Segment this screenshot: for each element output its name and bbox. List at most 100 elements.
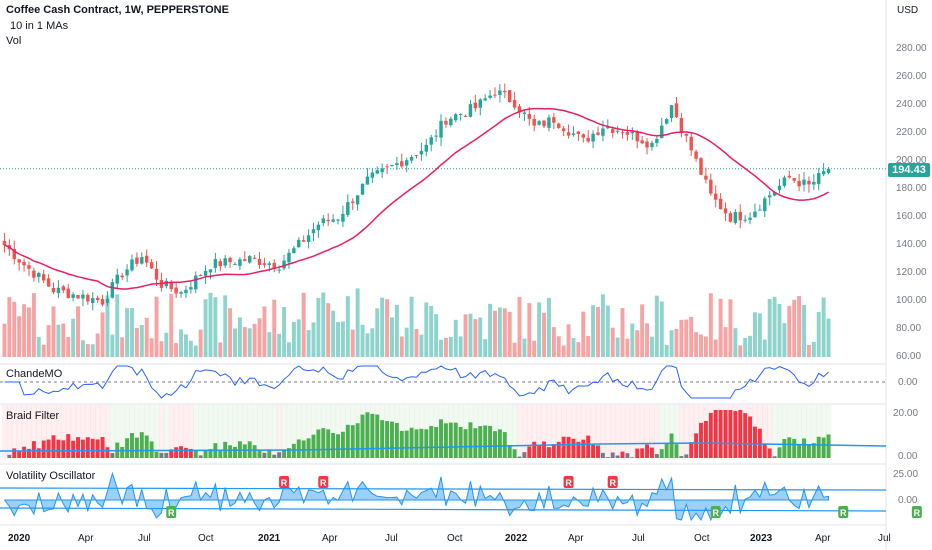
volume-indicator-label[interactable]: Vol bbox=[6, 35, 22, 47]
candle-body bbox=[434, 135, 438, 137]
volume-bar bbox=[31, 293, 36, 357]
braid-background bbox=[507, 405, 513, 458]
volume-bar bbox=[610, 327, 615, 357]
braid-background bbox=[286, 405, 292, 458]
volume-bar bbox=[679, 319, 684, 357]
volume-bar bbox=[551, 327, 556, 357]
volume-bar bbox=[85, 344, 90, 357]
braid-background bbox=[521, 405, 528, 458]
braid-bar bbox=[85, 437, 90, 458]
volume-bar bbox=[699, 334, 703, 357]
volume-bar bbox=[203, 299, 208, 357]
volume-bar bbox=[90, 344, 95, 357]
candle-body bbox=[243, 259, 247, 261]
volume-bar bbox=[76, 306, 80, 357]
braid-background bbox=[129, 405, 135, 458]
braid-bar bbox=[743, 413, 748, 458]
braid-bar bbox=[139, 432, 144, 458]
volume-bar bbox=[488, 303, 493, 357]
candle-body bbox=[37, 272, 41, 278]
volume-bar bbox=[483, 339, 488, 357]
volosc-pane-title[interactable]: Volatility Oscillator bbox=[6, 470, 96, 482]
candle-body bbox=[12, 249, 16, 260]
braid-pane-title[interactable]: Braid Filter bbox=[6, 410, 60, 422]
braid-background bbox=[85, 405, 91, 458]
candle-body bbox=[655, 139, 659, 143]
volume-bar bbox=[748, 335, 753, 357]
volume-bar bbox=[36, 336, 41, 357]
candle-body bbox=[95, 297, 100, 301]
braid-bar bbox=[723, 410, 728, 458]
braid-bar bbox=[51, 435, 56, 458]
volume-bar bbox=[71, 318, 76, 357]
candle-body bbox=[228, 257, 232, 263]
candle-body bbox=[753, 211, 757, 218]
candle-body bbox=[71, 294, 75, 298]
volume-bar bbox=[2, 323, 7, 357]
braid-bar bbox=[566, 436, 571, 458]
braid-bar bbox=[252, 445, 257, 458]
volume-bar bbox=[301, 292, 306, 357]
braid-bar bbox=[708, 412, 713, 458]
ma-indicator-label[interactable]: 10 in 1 MAs bbox=[10, 20, 69, 32]
braid-background bbox=[615, 405, 621, 458]
braid-background bbox=[517, 405, 523, 458]
volume-bar bbox=[453, 319, 458, 357]
candle-body bbox=[56, 287, 61, 294]
braid-bar bbox=[669, 433, 674, 458]
volume-bar bbox=[473, 319, 478, 357]
candle-body bbox=[738, 211, 742, 221]
candle-body bbox=[419, 150, 424, 155]
braid-bar bbox=[448, 422, 453, 458]
chande-pane-title[interactable]: ChandeMO bbox=[6, 368, 63, 380]
braid-bar bbox=[282, 450, 287, 458]
volume-bar bbox=[17, 316, 22, 357]
candle-body bbox=[797, 180, 801, 187]
time-axis-label: Apr bbox=[568, 533, 584, 544]
braid-bar bbox=[350, 425, 355, 458]
candle-body bbox=[826, 168, 831, 173]
volume-bar bbox=[708, 293, 713, 357]
candle-body bbox=[341, 213, 345, 222]
braid-background bbox=[311, 405, 317, 458]
candle-body bbox=[782, 177, 787, 186]
volume-bar bbox=[355, 288, 360, 357]
candle-body bbox=[596, 132, 600, 135]
candle-body bbox=[91, 298, 95, 304]
braid-background bbox=[90, 405, 96, 458]
braid-bar bbox=[473, 428, 478, 458]
volume-bar bbox=[22, 304, 27, 357]
volume-bar bbox=[41, 344, 46, 357]
braid-bar bbox=[257, 450, 262, 458]
braid-background bbox=[242, 405, 248, 458]
volume-bar bbox=[340, 321, 345, 357]
currency-label: USD bbox=[897, 5, 919, 16]
braid-bar bbox=[71, 440, 76, 458]
candle-body bbox=[400, 161, 404, 167]
braid-background bbox=[75, 405, 81, 458]
volume-bar bbox=[703, 336, 708, 357]
volume-bar bbox=[154, 296, 159, 357]
braid-bar bbox=[493, 431, 497, 458]
braid-bar bbox=[576, 441, 581, 458]
volume-bar bbox=[718, 298, 723, 357]
braid-background bbox=[610, 405, 616, 458]
volume-bar bbox=[120, 337, 125, 357]
volume-bar bbox=[620, 308, 625, 357]
braid-background bbox=[257, 405, 263, 458]
braid-bar bbox=[56, 439, 61, 458]
volume-bar bbox=[664, 344, 669, 357]
volume-bar bbox=[262, 306, 267, 357]
candle-body bbox=[498, 90, 502, 95]
braid-bar bbox=[340, 431, 345, 458]
candle-body bbox=[2, 240, 7, 246]
braid-bar bbox=[130, 433, 134, 458]
volume-bar bbox=[517, 296, 522, 357]
candle-body bbox=[238, 259, 242, 266]
price-tick-label: 120.00 bbox=[896, 267, 927, 278]
volume-bar bbox=[277, 333, 282, 357]
braid-bar bbox=[753, 426, 757, 458]
candle-body bbox=[380, 168, 384, 173]
candle-body bbox=[493, 94, 497, 96]
